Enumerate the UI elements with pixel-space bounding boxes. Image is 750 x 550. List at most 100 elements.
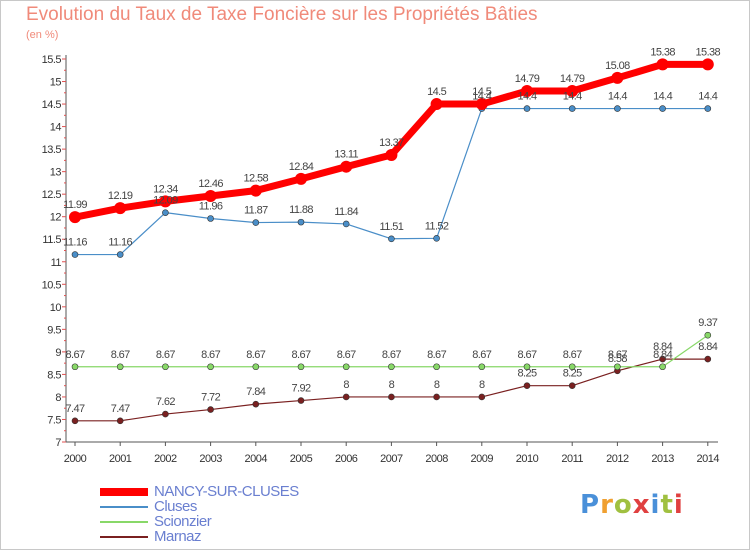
data-label-3: 7.62 [156, 396, 175, 408]
data-label-2: 8.67 [246, 349, 265, 361]
legend-swatch-nancy [100, 488, 148, 496]
data-point-0 [204, 189, 217, 202]
data-point-2 [297, 363, 305, 371]
y-tick-label: 7 [55, 437, 61, 449]
data-point-1 [433, 235, 440, 242]
x-tick-label: 2004 [245, 453, 268, 465]
y-tick-label: 12.5 [42, 189, 62, 201]
data-point-3 [388, 393, 395, 401]
data-label-3: 7.84 [246, 386, 265, 398]
y-tick-label: 12 [50, 212, 62, 224]
data-label-0: 15.38 [696, 46, 721, 58]
data-label-0: 12.34 [153, 183, 178, 195]
data-label-1: 11.88 [289, 204, 313, 216]
y-tick-label: 14.5 [42, 99, 62, 111]
data-point-1 [523, 105, 531, 112]
data-label-1: 14.4 [517, 91, 536, 103]
y-tick-label: 10.5 [42, 279, 62, 291]
data-label-2: 8.67 [563, 349, 582, 361]
data-label-1: 11.51 [380, 221, 404, 233]
x-tick-label: 2010 [516, 453, 539, 465]
data-label-1: 11.16 [63, 237, 87, 249]
data-label-0: 14.79 [560, 73, 585, 85]
data-point-1 [252, 219, 260, 226]
data-point-3 [568, 382, 576, 389]
legend-swatch-scionzier [100, 521, 148, 523]
data-label-3: 8.25 [517, 368, 536, 380]
brand-logo-letter: i [650, 490, 661, 520]
data-point-0 [385, 148, 398, 161]
legend-swatch-marnaz [100, 536, 148, 538]
data-point-2 [614, 363, 621, 371]
x-tick-label: 2001 [109, 453, 132, 465]
y-tick-label: 8 [55, 392, 61, 404]
data-label-0: 15.38 [650, 46, 675, 58]
data-point-1 [659, 105, 666, 112]
y-tick-label: 11 [51, 257, 62, 269]
y-tick-label: 13 [50, 167, 62, 179]
data-point-0 [430, 98, 443, 111]
x-tick-label: 2006 [335, 453, 358, 465]
data-label-1: 14.4 [563, 91, 582, 103]
data-point-3 [659, 355, 666, 363]
x-tick-label: 2005 [290, 453, 313, 465]
chart-title: Evolution du Taux de Taxe Foncière sur l… [26, 4, 538, 25]
data-point-1 [704, 105, 712, 112]
x-tick-label: 2012 [606, 453, 629, 465]
data-point-1 [162, 209, 169, 216]
data-label-0: 12.84 [289, 161, 314, 173]
data-label-1: 11.96 [199, 201, 223, 213]
data-point-3 [342, 393, 350, 401]
data-point-0 [521, 84, 533, 97]
y-tick-label: 15 [50, 77, 62, 89]
data-label-2: 8.67 [111, 349, 130, 361]
data-point-2 [162, 363, 169, 371]
y-tick-label: 10 [50, 302, 62, 314]
data-point-3 [478, 393, 486, 401]
data-point-3 [116, 417, 124, 425]
x-tick-label: 2002 [154, 453, 177, 465]
y-tick-label: 15.5 [42, 54, 62, 66]
data-label-2: 9.37 [698, 317, 717, 329]
unit-label: (en %) [26, 29, 59, 41]
data-label-1: 11.84 [334, 206, 358, 218]
data-label-0: 13.11 [334, 149, 358, 161]
data-point-2 [478, 363, 486, 371]
data-point-0 [340, 160, 353, 173]
data-point-1 [207, 215, 214, 222]
x-tick-label: 2008 [425, 453, 448, 465]
data-label-3: 7.47 [65, 403, 84, 415]
data-label-3: 8 [434, 379, 440, 391]
x-tick-label: 2007 [380, 453, 403, 465]
data-label-0: 12.19 [108, 190, 133, 202]
data-label-2: 8.67 [382, 349, 401, 361]
brand-logo-letter: o [613, 490, 633, 520]
x-tick-label: 2003 [199, 453, 222, 465]
x-tick-label: 2000 [64, 453, 87, 465]
data-point-2 [433, 363, 440, 371]
x-tick-label: 2009 [471, 453, 494, 465]
data-label-3: 7.47 [111, 403, 130, 415]
data-label-2: 8.67 [427, 349, 446, 361]
legend-label-marnaz: Marnaz [154, 528, 202, 545]
data-label-3: 8 [479, 379, 485, 391]
data-point-0 [611, 71, 624, 84]
data-point-3 [297, 397, 305, 404]
data-point-1 [71, 251, 79, 258]
data-point-2 [71, 363, 79, 371]
data-label-2: 8.67 [65, 349, 84, 361]
legend-label-cluses: Cluses [154, 498, 197, 515]
data-point-2 [523, 363, 531, 371]
data-label-0: 12.46 [198, 178, 223, 190]
data-label-3: 8 [389, 379, 395, 391]
brand-logo-letter: P [580, 490, 601, 520]
data-point-0 [701, 58, 714, 71]
data-point-1 [568, 105, 576, 112]
data-label-1: 14.4 [472, 91, 491, 103]
data-label-0: 14.79 [515, 73, 540, 85]
data-point-1 [388, 235, 395, 243]
y-tick-label: 14 [50, 122, 62, 134]
data-point-2 [252, 363, 260, 371]
data-point-2 [659, 363, 666, 371]
data-label-3: 8.58 [608, 353, 627, 365]
